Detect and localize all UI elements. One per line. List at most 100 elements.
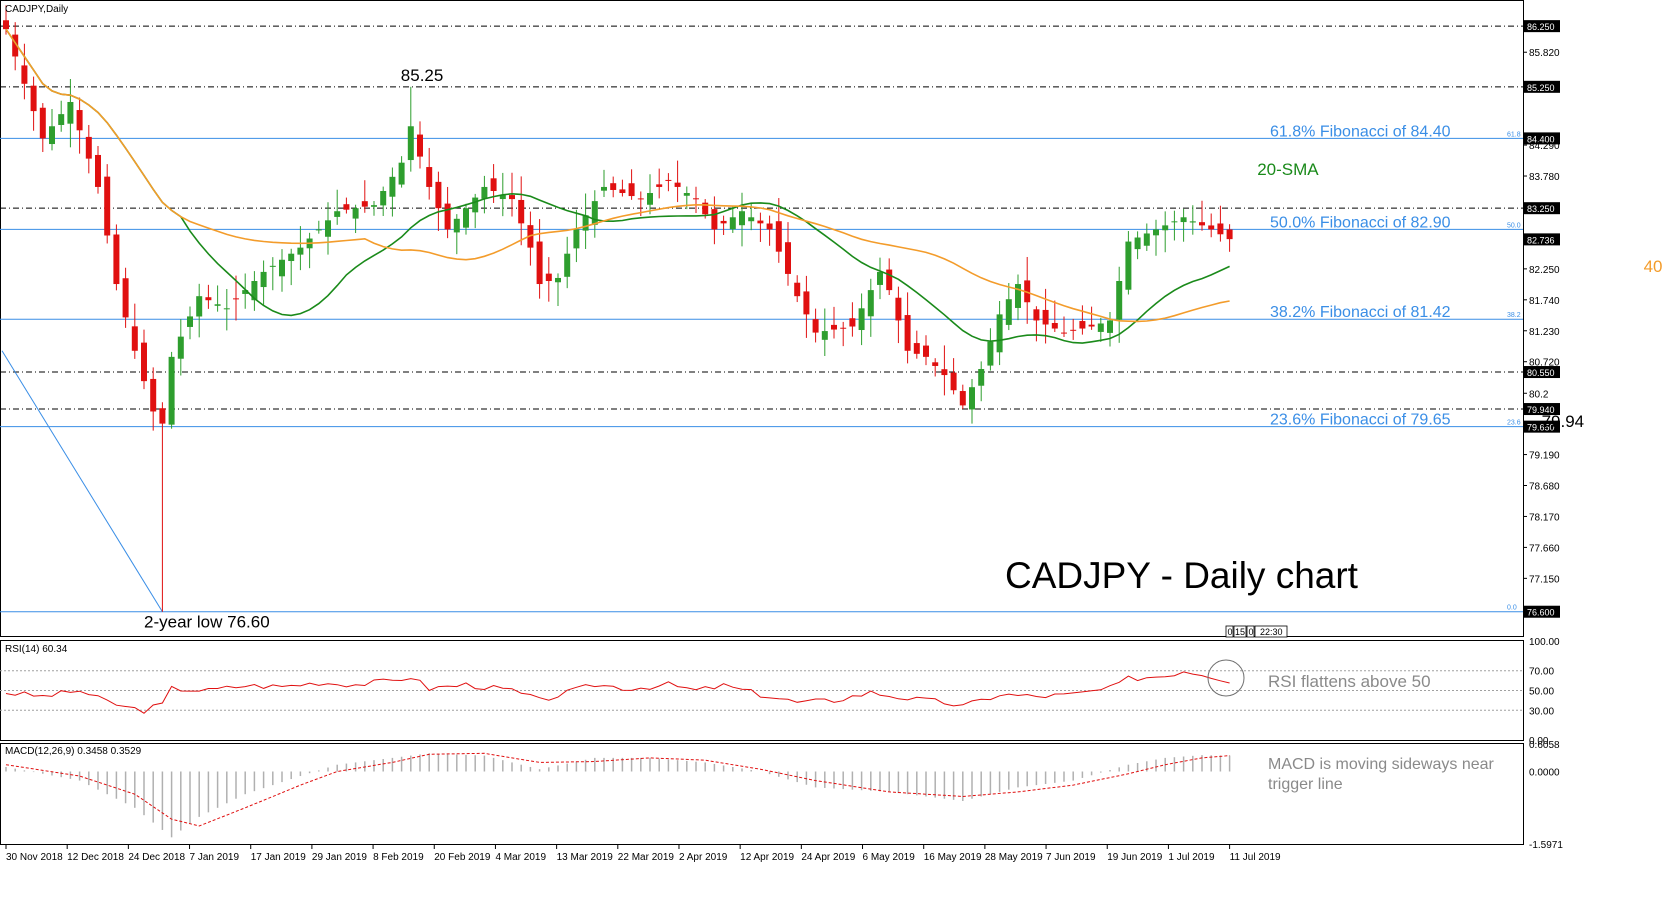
- candle-body: [932, 362, 939, 366]
- candle-body: [1208, 225, 1215, 230]
- candle-body: [1079, 321, 1086, 329]
- fib-level-label: 23.6% Fibonacci of 79.65: [1270, 412, 1451, 429]
- candle-body: [647, 193, 653, 205]
- chart-annotation: 79.94: [1542, 412, 1585, 431]
- y-tick-label: 80.2: [1529, 389, 1549, 400]
- candle-body: [334, 211, 341, 217]
- candle-body: [131, 326, 138, 351]
- candle-body: [315, 229, 322, 231]
- candle-body: [674, 182, 681, 187]
- candle-body: [30, 85, 37, 112]
- x-tick-label: 30 Nov 2018: [6, 852, 63, 863]
- candle-body: [555, 277, 561, 283]
- level-price-label: 80.550: [1527, 368, 1555, 378]
- candle-body: [85, 136, 92, 159]
- main-panel-frame: [0, 0, 1524, 637]
- rsi-chart: 100.00 70.00 50.00 30.00 0.00: [0, 637, 1560, 747]
- candle-body: [959, 391, 966, 406]
- x-tick-label: 1 Jul 2019: [1168, 852, 1215, 863]
- candle-body: [481, 186, 488, 199]
- candle-body: [821, 331, 828, 340]
- candle-body: [849, 318, 856, 327]
- candle-body: [757, 220, 764, 224]
- sma40-line: [5, 28, 1230, 323]
- candle-body: [978, 368, 985, 386]
- rsi-highlight-circle: [1207, 659, 1245, 697]
- candle-body: [877, 271, 883, 285]
- candle-body: [269, 265, 276, 267]
- candle-body: [141, 342, 147, 382]
- level-price-box: [1524, 420, 1560, 433]
- timer-part-4: 22:30: [1260, 627, 1283, 637]
- candle-body: [279, 259, 285, 277]
- level-price-label: 83.250: [1527, 204, 1555, 214]
- y-tick-label: 82.250: [1529, 265, 1560, 276]
- level-price-box: [1524, 132, 1560, 145]
- candle-body: [251, 281, 258, 301]
- level-price-box: [1524, 403, 1560, 416]
- fib-ratio-label: 0.0: [1507, 605, 1517, 612]
- x-tick-label: 11 Jul 2019: [1230, 852, 1281, 863]
- candle-body: [601, 186, 607, 191]
- candle-body: [1125, 241, 1132, 290]
- candle-body: [582, 215, 589, 231]
- macd-panel-frame: [0, 743, 1524, 845]
- candle-body: [389, 176, 396, 197]
- candle-body: [352, 208, 359, 219]
- macd-tick-label: -1.5971: [1529, 840, 1563, 851]
- candle-body: [987, 341, 994, 366]
- y-tick-label: 85.820: [1529, 48, 1560, 59]
- candle-body: [380, 190, 387, 206]
- x-tick-label: 29 Jan 2019: [312, 852, 367, 863]
- x-tick-label: 12 Apr 2019: [740, 852, 794, 863]
- x-tick-label: 19 Jun 2019: [1107, 852, 1162, 863]
- candle-body: [67, 101, 74, 124]
- candle-body: [1116, 281, 1123, 320]
- candle-body: [913, 343, 920, 354]
- candle-body: [775, 221, 782, 252]
- y-tick-label: 84.290: [1529, 141, 1560, 152]
- y-tick-label: 81.230: [1529, 327, 1560, 338]
- candle-body: [1097, 323, 1104, 332]
- candle-body: [941, 369, 948, 376]
- x-tick-label: 22 Mar 2019: [618, 852, 675, 863]
- candle-body: [150, 378, 157, 412]
- rsi-tick-label: 70.00: [1529, 667, 1554, 678]
- candle-body: [858, 308, 865, 331]
- candle-body: [895, 297, 902, 321]
- macd-tick-label: 0.0000: [1529, 768, 1560, 779]
- rsi-tick-label: 0.00: [1529, 736, 1549, 747]
- candle-body: [1024, 280, 1031, 303]
- candle-body: [656, 184, 663, 187]
- macd-annotation-line-1: MACD is moving sideways near: [1268, 756, 1495, 773]
- candle-body: [205, 297, 212, 301]
- candle-body: [840, 327, 847, 329]
- x-tick-label: 17 Jan 2019: [251, 852, 306, 863]
- candle-body: [739, 211, 745, 226]
- x-tick-label: 13 Mar 2019: [557, 852, 614, 863]
- candle-body: [702, 202, 709, 215]
- candle-body: [1171, 221, 1178, 223]
- candle-body: [490, 178, 497, 191]
- level-price-label: 79.650: [1527, 423, 1555, 433]
- candle-body: [260, 271, 267, 288]
- candle-body: [472, 197, 479, 213]
- x-tick-label: 6 May 2019: [863, 852, 916, 863]
- level-price-box: [1524, 605, 1560, 618]
- chart-annotation: 40-SMA: [1644, 257, 1662, 276]
- candle-body: [1153, 229, 1159, 236]
- candle-body: [187, 316, 193, 327]
- x-tick-label: 16 May 2019: [924, 852, 982, 863]
- macd-signal-line: [5, 752, 1230, 827]
- candle-body: [923, 345, 929, 357]
- candle-body: [803, 291, 810, 315]
- candle-body: [518, 199, 525, 224]
- fib-ratio-label: 38.2: [1507, 312, 1521, 319]
- candle-body: [1217, 223, 1224, 235]
- candle-body: [1042, 309, 1049, 325]
- candle-body: [39, 107, 46, 139]
- level-price-label: 79.940: [1527, 405, 1555, 415]
- candle-body: [867, 290, 874, 317]
- x-tick-label: 8 Feb 2019: [373, 852, 424, 863]
- candle-body: [573, 229, 580, 249]
